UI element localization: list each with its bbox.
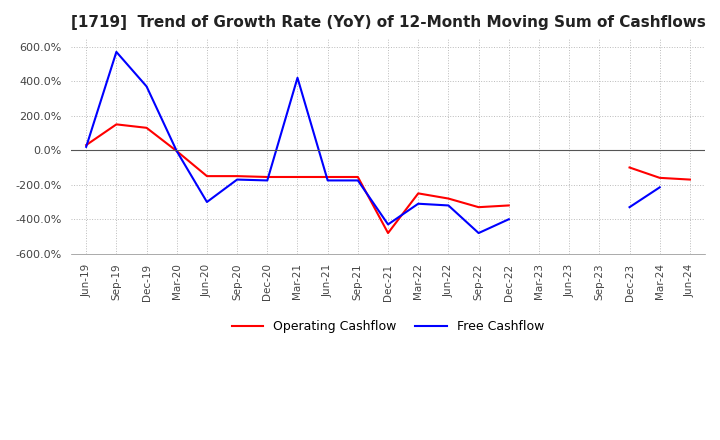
Operating Cashflow bbox=[233, 173, 241, 179]
Free Cashflow bbox=[233, 177, 241, 182]
Line: Free Cashflow: Free Cashflow bbox=[86, 52, 509, 233]
Operating Cashflow bbox=[384, 231, 392, 236]
Operating Cashflow bbox=[444, 196, 453, 201]
Free Cashflow bbox=[293, 75, 302, 81]
Free Cashflow bbox=[202, 199, 211, 205]
Operating Cashflow bbox=[414, 191, 423, 196]
Operating Cashflow bbox=[354, 174, 362, 180]
Operating Cashflow bbox=[202, 173, 211, 179]
Free Cashflow bbox=[112, 49, 121, 55]
Free Cashflow bbox=[414, 201, 423, 206]
Free Cashflow bbox=[323, 178, 332, 183]
Line: Operating Cashflow: Operating Cashflow bbox=[86, 125, 509, 233]
Operating Cashflow bbox=[323, 174, 332, 180]
Title: [1719]  Trend of Growth Rate (YoY) of 12-Month Moving Sum of Cashflows: [1719] Trend of Growth Rate (YoY) of 12-… bbox=[71, 15, 706, 30]
Operating Cashflow bbox=[82, 143, 91, 148]
Free Cashflow bbox=[263, 178, 271, 183]
Free Cashflow bbox=[474, 231, 483, 236]
Operating Cashflow bbox=[293, 174, 302, 180]
Operating Cashflow bbox=[505, 203, 513, 208]
Free Cashflow bbox=[444, 203, 453, 208]
Operating Cashflow bbox=[263, 174, 271, 180]
Operating Cashflow bbox=[172, 148, 181, 154]
Free Cashflow bbox=[384, 222, 392, 227]
Operating Cashflow bbox=[112, 122, 121, 127]
Operating Cashflow bbox=[143, 125, 151, 130]
Free Cashflow bbox=[82, 144, 91, 150]
Operating Cashflow bbox=[474, 205, 483, 210]
Free Cashflow bbox=[143, 84, 151, 89]
Free Cashflow bbox=[505, 216, 513, 222]
Legend: Operating Cashflow, Free Cashflow: Operating Cashflow, Free Cashflow bbox=[227, 315, 549, 338]
Free Cashflow bbox=[354, 178, 362, 183]
Free Cashflow bbox=[172, 148, 181, 154]
